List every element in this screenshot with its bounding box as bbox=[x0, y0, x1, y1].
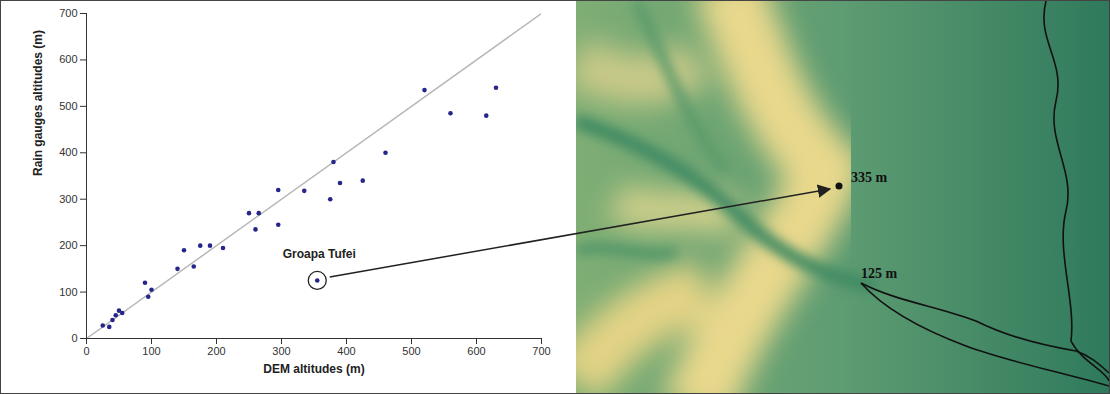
svg-text:335 m: 335 m bbox=[851, 170, 888, 185]
svg-text:400: 400 bbox=[337, 345, 355, 357]
svg-text:Rain gauges altitudes (m): Rain gauges altitudes (m) bbox=[31, 30, 45, 176]
svg-text:100: 100 bbox=[142, 345, 160, 357]
svg-text:700: 700 bbox=[59, 7, 77, 19]
svg-text:300: 300 bbox=[272, 345, 290, 357]
svg-text:400: 400 bbox=[59, 146, 77, 158]
svg-text:300: 300 bbox=[59, 193, 77, 205]
svg-text:0: 0 bbox=[71, 332, 77, 344]
svg-text:100: 100 bbox=[59, 286, 77, 298]
svg-text:200: 200 bbox=[207, 345, 225, 357]
svg-text:200: 200 bbox=[59, 239, 77, 251]
svg-text:DEM altitudes (m): DEM altitudes (m) bbox=[263, 362, 364, 376]
svg-text:600: 600 bbox=[59, 53, 77, 65]
svg-text:700: 700 bbox=[532, 345, 550, 357]
svg-text:500: 500 bbox=[402, 345, 420, 357]
svg-text:500: 500 bbox=[59, 100, 77, 112]
svg-text:0: 0 bbox=[83, 345, 89, 357]
svg-text:600: 600 bbox=[467, 345, 485, 357]
svg-text:Groapa Tufei: Groapa Tufei bbox=[283, 247, 356, 261]
svg-text:125 m: 125 m bbox=[861, 266, 898, 281]
